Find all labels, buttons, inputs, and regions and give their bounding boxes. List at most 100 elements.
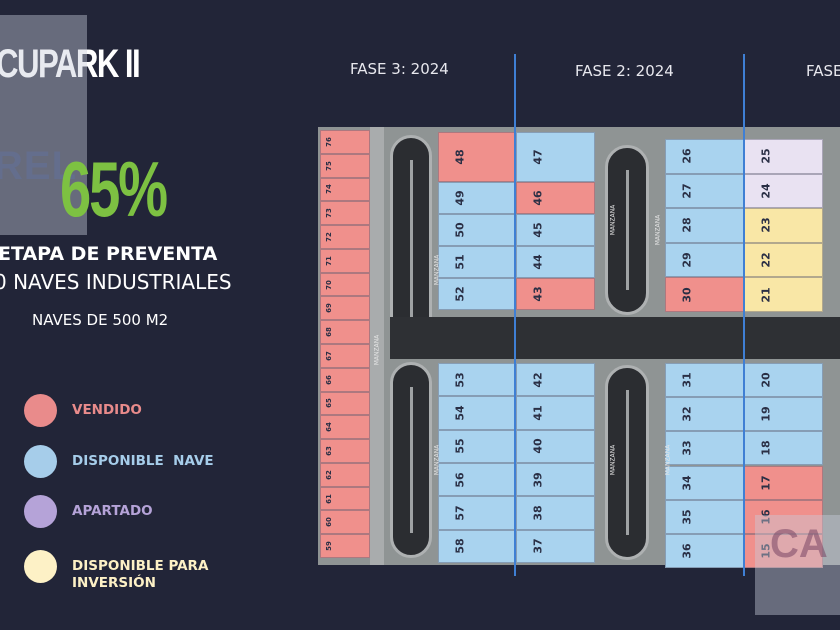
lot-35[interactable]: 35 bbox=[665, 499, 744, 534]
lot-17[interactable]: 17 bbox=[744, 465, 823, 500]
lot-67[interactable]: 67 bbox=[320, 344, 370, 368]
lot-number: 74 bbox=[324, 184, 333, 195]
lot-29[interactable]: 29 bbox=[665, 242, 744, 278]
lot-22[interactable]: 22 bbox=[744, 242, 823, 278]
lot-26[interactable]: 26 bbox=[665, 139, 744, 174]
lot-31[interactable]: 31 bbox=[665, 363, 744, 398]
lot-59[interactable]: 59 bbox=[320, 534, 370, 558]
lot-49[interactable]: 49 bbox=[438, 182, 516, 214]
lot-58[interactable]: 58 bbox=[438, 529, 516, 563]
lot-51[interactable]: 51 bbox=[438, 246, 516, 278]
lot-43[interactable]: 43 bbox=[516, 278, 595, 310]
lot-72[interactable]: 72 bbox=[320, 225, 370, 249]
phase-1-label: FASE bbox=[806, 62, 840, 80]
lot-75[interactable]: 75 bbox=[320, 153, 370, 178]
lot-number: 49 bbox=[453, 190, 467, 206]
road-label: MANZANA bbox=[664, 444, 672, 476]
lot-30[interactable]: 30 bbox=[665, 277, 744, 312]
lot-16[interactable]: 16 bbox=[744, 499, 823, 534]
lot-number: 25 bbox=[759, 148, 773, 164]
lot-number: 68 bbox=[324, 327, 333, 337]
lot-36[interactable]: 36 bbox=[665, 533, 744, 568]
lot-50[interactable]: 50 bbox=[438, 214, 516, 246]
lot-68[interactable]: 68 bbox=[320, 320, 370, 344]
lot-number: 71 bbox=[324, 255, 333, 266]
lot-60[interactable]: 60 bbox=[320, 510, 370, 535]
lot-number: 48 bbox=[453, 149, 467, 165]
lot-19[interactable]: 19 bbox=[744, 397, 823, 432]
road-oval-west-south bbox=[390, 362, 432, 558]
lot-66[interactable]: 66 bbox=[320, 367, 370, 392]
lot-number: 51 bbox=[453, 254, 467, 270]
lot-45[interactable]: 45 bbox=[516, 214, 595, 246]
lot-65[interactable]: 65 bbox=[320, 391, 370, 416]
road-label: MANZANA bbox=[609, 204, 617, 236]
lot-20[interactable]: 20 bbox=[744, 363, 823, 398]
legend-label-inversion: DISPONIBLE PARA INVERSIÓN bbox=[72, 558, 209, 591]
lot-33[interactable]: 33 bbox=[665, 431, 744, 466]
road-label: MANZANA bbox=[373, 334, 381, 366]
lot-73[interactable]: 73 bbox=[320, 201, 370, 226]
road-oval-west-north bbox=[390, 135, 432, 343]
phase-divider bbox=[514, 54, 516, 576]
lot-61[interactable]: 61 bbox=[320, 486, 370, 511]
lot-15[interactable]: 15 bbox=[744, 533, 823, 568]
lot-52[interactable]: 52 bbox=[438, 278, 516, 310]
lot-69[interactable]: 69 bbox=[320, 296, 370, 321]
lot-18[interactable]: 18 bbox=[744, 431, 823, 466]
lot-number: 53 bbox=[453, 372, 467, 388]
lot-27[interactable]: 27 bbox=[665, 173, 744, 209]
lot-44[interactable]: 44 bbox=[516, 246, 595, 278]
lot-number: 28 bbox=[680, 217, 694, 234]
lot-number: 22 bbox=[759, 252, 773, 268]
lot-number: 73 bbox=[324, 208, 333, 219]
lot-54[interactable]: 54 bbox=[438, 396, 516, 430]
lot-28[interactable]: 28 bbox=[665, 208, 744, 243]
lot-number: 31 bbox=[680, 372, 694, 388]
lot-53[interactable]: 53 bbox=[438, 363, 516, 397]
legend-label-disponible: DISPONIBLE NAVE bbox=[72, 453, 214, 469]
lot-number: 43 bbox=[531, 286, 545, 302]
lot-76[interactable]: 76 bbox=[320, 130, 370, 154]
lot-number: 75 bbox=[324, 160, 333, 171]
lot-25[interactable]: 25 bbox=[744, 139, 823, 174]
lot-number: 63 bbox=[324, 446, 333, 456]
lot-74[interactable]: 74 bbox=[320, 177, 370, 202]
lot-number: 64 bbox=[324, 422, 333, 433]
lot-55[interactable]: 55 bbox=[438, 429, 516, 463]
lot-number: 56 bbox=[453, 472, 467, 488]
lot-42[interactable]: 42 bbox=[516, 363, 595, 397]
lot-63[interactable]: 63 bbox=[320, 439, 370, 463]
lot-34[interactable]: 34 bbox=[665, 465, 744, 500]
lot-23[interactable]: 23 bbox=[744, 208, 823, 243]
lot-number: 66 bbox=[324, 374, 333, 385]
lot-number: 42 bbox=[531, 372, 545, 388]
lot-40[interactable]: 40 bbox=[516, 429, 595, 463]
lot-41[interactable]: 41 bbox=[516, 396, 595, 430]
lot-number: 46 bbox=[531, 190, 545, 206]
road-oval-center-south bbox=[605, 365, 649, 560]
lot-32[interactable]: 32 bbox=[665, 397, 744, 432]
lot-37[interactable]: 37 bbox=[516, 529, 595, 563]
lot-number: 26 bbox=[680, 148, 694, 164]
naves-count: 0 NAVES INDUSTRIALES bbox=[0, 270, 232, 294]
lot-39[interactable]: 39 bbox=[516, 463, 595, 497]
lot-56[interactable]: 56 bbox=[438, 463, 516, 497]
lot-21[interactable]: 21 bbox=[744, 277, 823, 312]
lot-62[interactable]: 62 bbox=[320, 462, 370, 487]
lot-57[interactable]: 57 bbox=[438, 496, 516, 530]
project-title: CUPARK II bbox=[0, 42, 141, 86]
lot-46[interactable]: 46 bbox=[516, 182, 595, 214]
lot-71[interactable]: 71 bbox=[320, 248, 370, 273]
sidewalk bbox=[370, 127, 384, 565]
legend-swatch-inversion bbox=[24, 550, 57, 583]
lot-24[interactable]: 24 bbox=[744, 173, 823, 209]
road-label: MANZANA bbox=[433, 444, 441, 476]
lot-64[interactable]: 64 bbox=[320, 415, 370, 440]
lot-number: 24 bbox=[759, 183, 773, 199]
nave-size: NAVES DE 500 M2 bbox=[32, 311, 169, 329]
lot-70[interactable]: 70 bbox=[320, 272, 370, 297]
lot-38[interactable]: 38 bbox=[516, 496, 595, 530]
lot-48[interactable]: 48 bbox=[438, 132, 516, 182]
lot-47[interactable]: 47 bbox=[516, 132, 595, 182]
